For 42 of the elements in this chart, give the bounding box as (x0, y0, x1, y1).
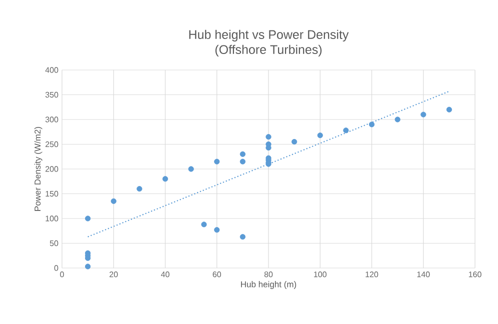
point (240, 234, 246, 240)
x-tick-label: 100 (314, 272, 326, 278)
y-tick-label: 250 (46, 141, 58, 148)
x-tick-label: 0 (60, 272, 64, 278)
point (110, 198, 116, 204)
x-axis-title: Hub height (m) (241, 281, 296, 289)
point (292, 138, 298, 145)
y-tick-label: 400 (45, 67, 58, 73)
x-tick-label: 140 (417, 272, 430, 278)
point (240, 151, 246, 157)
x-tick-label: 20 (110, 272, 118, 278)
point (240, 158, 246, 164)
point (343, 128, 349, 134)
point (214, 158, 220, 164)
y-tick-label: 150 (46, 190, 58, 197)
x-tick-label: 60 (212, 272, 222, 278)
y-axis-title: Power Density (W/m2) (34, 127, 42, 211)
y-tick-label: 200 (46, 166, 58, 172)
point (446, 106, 452, 112)
point (266, 134, 272, 140)
point (188, 166, 194, 172)
y-tick-label: 100 (46, 216, 58, 222)
point (201, 222, 207, 228)
y-tick-label: 300 (45, 116, 58, 122)
point (420, 112, 426, 118)
y-tick-label: 0 (54, 265, 58, 271)
x-tick-label: 120 (366, 272, 378, 278)
point (214, 227, 220, 233)
point (368, 122, 375, 128)
chart-title: Hub height vs Power Density (189, 30, 349, 42)
point (85, 264, 91, 270)
y-tick-label: 350 (45, 92, 58, 98)
chart-subtitle: (Offshore Turbines) (215, 44, 322, 56)
point (317, 132, 323, 138)
point (136, 186, 142, 192)
y-tick-label: 50 (50, 240, 58, 246)
point (85, 216, 91, 222)
x-tick-label: 80 (264, 272, 273, 278)
point (162, 176, 168, 182)
x-tick-label: 160 (468, 272, 482, 278)
point (394, 116, 400, 122)
x-tick-label: 40 (160, 272, 170, 278)
